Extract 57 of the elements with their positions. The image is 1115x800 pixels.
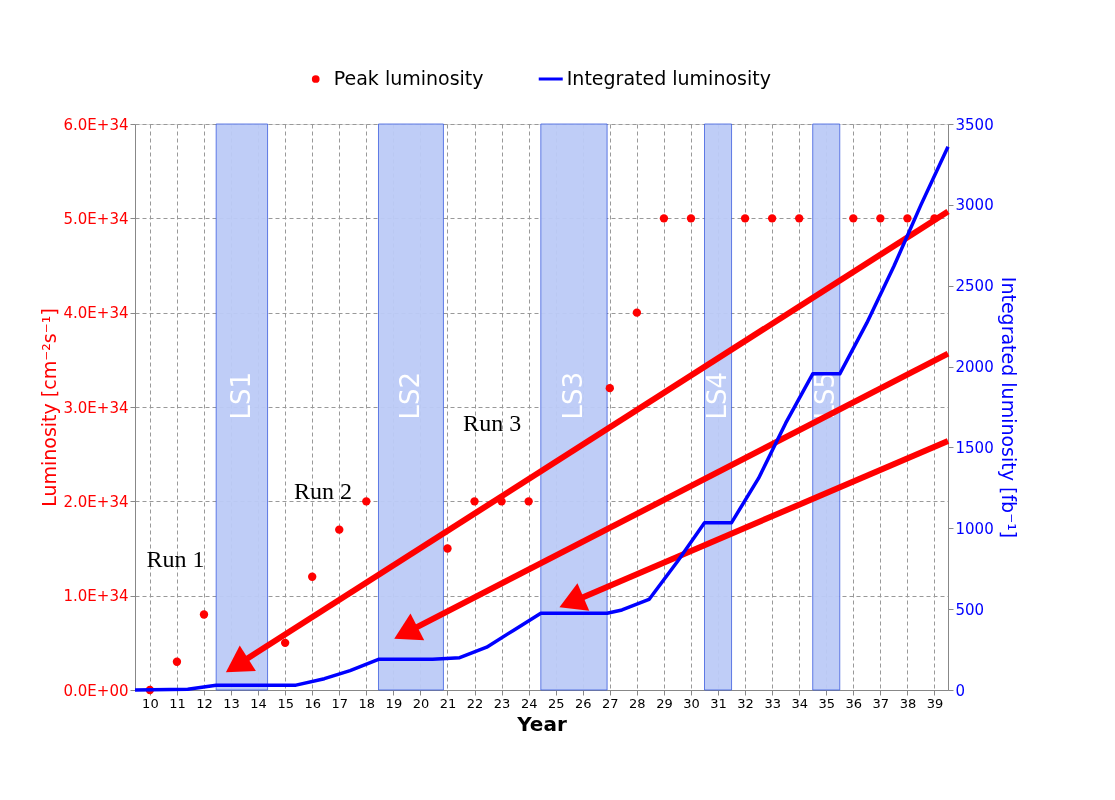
x-tick-label: 11 — [169, 695, 186, 711]
x-tick-label: 10 — [142, 695, 159, 711]
x-tick-label: 29 — [656, 695, 673, 711]
band-label: LS2 — [394, 371, 425, 420]
x-tick-label: 12 — [196, 695, 213, 711]
x-tick-label: 17 — [331, 695, 349, 711]
annotation: Run 1 — [146, 545, 205, 572]
x-tick-label: 32 — [737, 695, 754, 711]
y2-tick-label: 2000 — [955, 358, 994, 377]
y-tick-label: 1.0E+34 — [63, 587, 129, 606]
x-tick-label: 28 — [629, 695, 646, 711]
y2-tick-label: 1500 — [955, 438, 994, 457]
x-tick-label: 13 — [223, 695, 240, 711]
x-tick-label: 37 — [872, 695, 890, 711]
x-tick-label: 20 — [412, 695, 430, 711]
x-tick-label: 25 — [547, 695, 565, 711]
y2-tick-label: 1000 — [955, 519, 994, 538]
y-tick-label: 4.0E+34 — [63, 304, 129, 323]
y-tick-label: 2.0E+34 — [63, 492, 129, 511]
x-tick-label: 18 — [358, 695, 376, 711]
x-tick-label: 31 — [710, 695, 727, 711]
y2-tick-label: 3000 — [955, 196, 994, 215]
band-label: LS1 — [225, 371, 256, 420]
x-tick-label: 19 — [385, 695, 403, 711]
x-tick-label: 15 — [277, 695, 294, 711]
y-tick-label: 5.0E+34 — [63, 209, 129, 228]
x-tick-label: 39 — [926, 695, 944, 711]
x-tick-label: 35 — [818, 695, 836, 711]
x-tick-label: 30 — [683, 695, 700, 711]
x-tick-label: 23 — [493, 695, 511, 711]
x-tick-label: 26 — [574, 695, 592, 711]
y2-tick-label: 3500 — [955, 115, 994, 134]
y2-tick-label: 2500 — [955, 277, 994, 296]
x-tick-label: 22 — [466, 695, 484, 711]
y2-tick-label: 500 — [955, 600, 985, 619]
y-tick-label: 6.0E+34 — [63, 115, 129, 134]
band-label: LS3 — [557, 371, 588, 420]
y-tick-label: 0.0E+00 — [63, 681, 129, 700]
x-axis-title: Year — [516, 711, 567, 736]
x-tick-label: 21 — [439, 695, 457, 711]
band-label: LS4 — [702, 371, 733, 420]
y2-axis-title: Integrated luminosity [fb⁻¹] — [997, 276, 1020, 539]
x-tick-label: 34 — [791, 695, 808, 711]
x-tick-label: 24 — [520, 695, 538, 711]
annotation: Run 3 — [463, 409, 522, 436]
y-axis-title: Luminosity [cm⁻²s⁻¹] — [37, 308, 60, 507]
x-tick-label: 38 — [899, 695, 917, 711]
x-tick-label: 16 — [304, 695, 321, 711]
y2-tick-label: 0 — [955, 681, 966, 700]
y-tick-label: 3.0E+34 — [63, 398, 129, 417]
annotation: Run 2 — [294, 477, 353, 504]
x-tick-label: 14 — [250, 695, 267, 711]
legend-label: Integrated luminosity — [566, 67, 771, 89]
legend-label: Peak luminosity — [333, 67, 484, 89]
x-tick-label: 33 — [764, 695, 781, 711]
x-tick-label: 36 — [845, 695, 863, 711]
x-tick-label: 27 — [602, 695, 619, 711]
